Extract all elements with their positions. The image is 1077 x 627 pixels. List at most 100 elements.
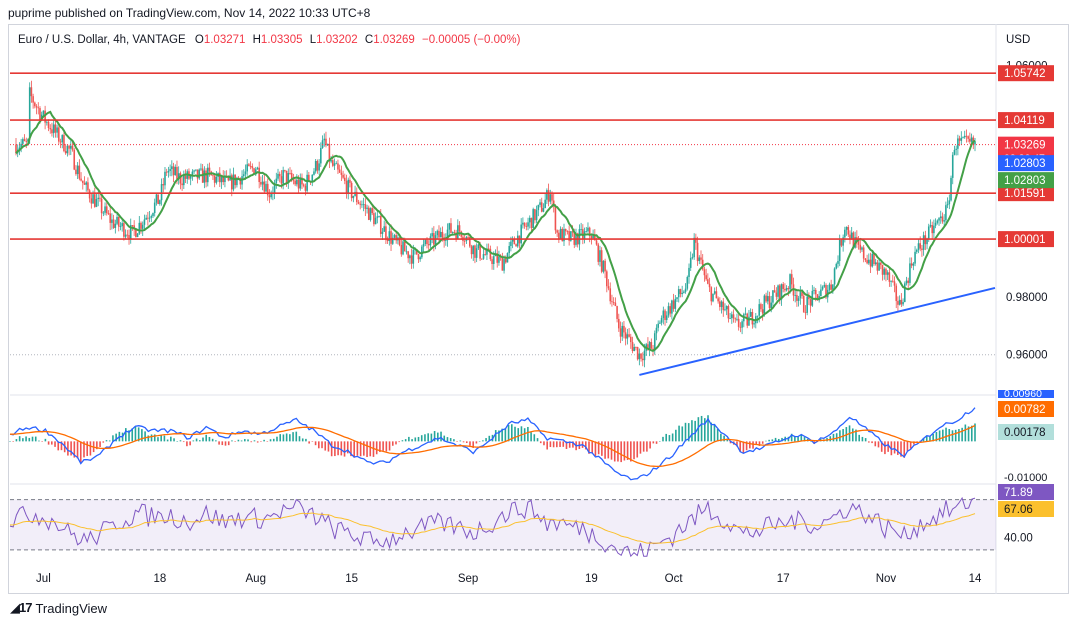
candle-body: [568, 231, 570, 241]
tradingview-footer[interactable]: ◢17 TradingView: [10, 600, 107, 616]
macd-histogram-bar: [954, 429, 957, 442]
candle-body: [587, 227, 589, 232]
candle-body: [857, 240, 860, 245]
macd-histogram-bar: [523, 428, 526, 442]
candle-body: [335, 163, 338, 165]
candle-body: [825, 284, 827, 298]
candle-body: [232, 174, 235, 190]
macd-histogram-bar: [456, 441, 458, 442]
macd-histogram-bar: [591, 441, 594, 454]
candle-body: [71, 145, 74, 150]
macd-histogram-bar: [150, 434, 153, 442]
candle-body: [636, 347, 639, 360]
macd-histogram-bar: [639, 441, 642, 454]
candle-body: [650, 342, 653, 349]
candle-body: [528, 217, 531, 223]
candle-body: [318, 163, 320, 171]
macd-histogram-bar: [533, 434, 536, 442]
candle-body: [446, 229, 449, 241]
candle-body: [967, 136, 969, 139]
candle-body: [633, 347, 636, 352]
candle-body: [905, 280, 908, 284]
candle-body: [308, 174, 310, 182]
candle-body: [479, 244, 481, 259]
candle-body: [390, 231, 392, 244]
candle-body: [535, 210, 538, 221]
x-tick-label: 15: [345, 573, 358, 585]
candle-body: [76, 165, 79, 175]
candle-body: [748, 316, 750, 326]
candle-body: [957, 138, 959, 149]
macd-histogram-bar: [810, 441, 812, 442]
candle-body: [886, 272, 889, 275]
symbol-name[interactable]: Euro / U.S. Dollar, 4h, VANTAGE: [18, 34, 186, 46]
candle-body: [727, 306, 730, 319]
candle-body: [561, 228, 564, 242]
macd-histogram-bar: [929, 436, 931, 442]
candle-body: [729, 318, 731, 319]
macd-histogram-bar: [755, 441, 758, 445]
candle-body: [54, 124, 57, 133]
macd-histogram-bar: [125, 428, 127, 442]
macd-histogram-bar: [636, 441, 639, 458]
candle-body: [323, 138, 326, 141]
candle-body: [402, 241, 404, 255]
candle-body: [489, 248, 492, 260]
macd-histogram-bar: [54, 441, 56, 447]
high-value: 1.03305: [260, 34, 303, 46]
candle-body: [162, 184, 165, 186]
x-tick-label: 14: [969, 573, 982, 585]
candle-body: [176, 166, 178, 179]
macd-histogram-bar: [173, 438, 175, 442]
candle-body: [653, 333, 656, 351]
x-tick-label: Oct: [665, 573, 684, 585]
macd-histogram-bar: [642, 441, 645, 452]
macd-histogram-bar: [803, 437, 806, 442]
candle-body: [677, 289, 680, 298]
candle-body: [30, 87, 33, 97]
candle-body: [143, 219, 146, 225]
candle-body: [49, 128, 52, 130]
candle-body: [765, 295, 767, 302]
macd-histogram-bar: [366, 441, 368, 458]
candle-body: [405, 251, 408, 253]
candle-body: [39, 108, 41, 120]
candle-body: [244, 171, 247, 175]
candle-body: [316, 160, 319, 171]
macd-histogram-bar: [253, 440, 256, 442]
candle-body: [263, 181, 266, 192]
candle-body: [239, 178, 242, 185]
macd-histogram-bar: [662, 436, 664, 442]
candle-body: [251, 166, 254, 169]
x-tick-label: Sep: [458, 573, 478, 585]
macd-histogram-bar: [932, 434, 934, 442]
candle-body: [374, 217, 377, 225]
macd-histogram-bar: [794, 435, 796, 442]
candle-body: [902, 301, 904, 305]
candle-body: [686, 277, 689, 289]
macd-histogram-bar: [166, 439, 169, 442]
macd-histogram-bar: [906, 441, 909, 452]
candle-body: [463, 240, 466, 242]
candle-body: [93, 194, 96, 207]
candle-body: [683, 291, 685, 293]
macd-histogram-bar: [478, 441, 481, 442]
candle-body: [381, 231, 384, 234]
macd-histogram-bar: [76, 441, 79, 459]
macd-histogram-bar: [707, 415, 709, 442]
candle-body: [51, 129, 53, 134]
macd-histogram-bar: [224, 441, 227, 446]
candle-body: [90, 198, 93, 204]
macd-histogram-bar: [73, 441, 76, 458]
macd-histogram-bar: [665, 433, 667, 442]
macd-histogram-bar: [736, 441, 738, 447]
candle-body: [676, 297, 678, 299]
macd-histogram-bar: [60, 441, 63, 451]
macd-histogram-bar: [877, 441, 880, 448]
macd-histogram-bar: [723, 435, 725, 442]
macd-histogram-bar: [913, 441, 915, 445]
macd-histogram-bar: [469, 441, 471, 446]
macd-histogram-bar: [308, 441, 310, 444]
candle-body: [373, 213, 375, 225]
